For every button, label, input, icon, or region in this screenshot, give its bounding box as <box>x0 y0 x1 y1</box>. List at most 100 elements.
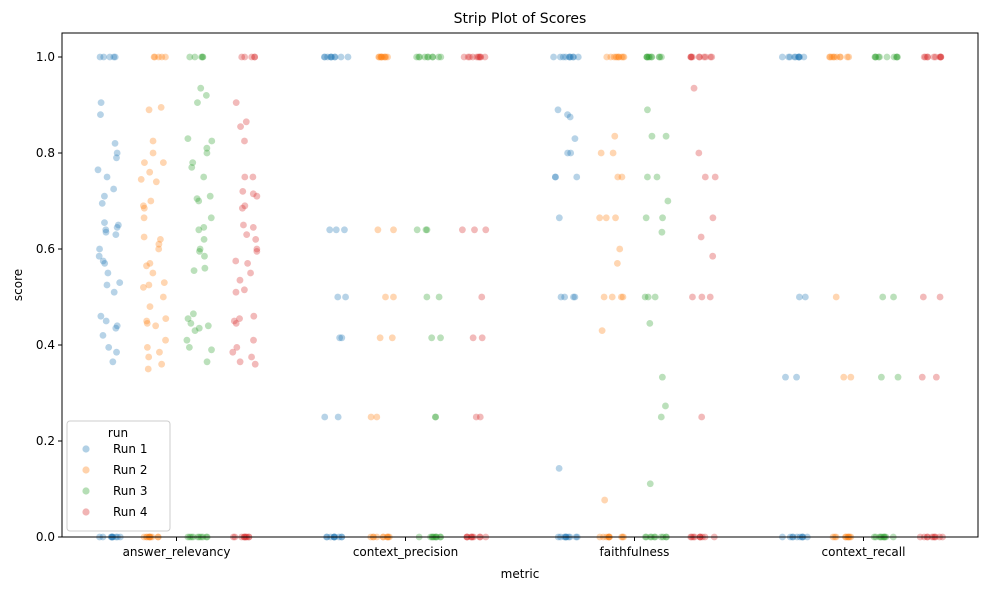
data-point <box>697 233 705 241</box>
data-point <box>199 53 207 61</box>
data-point <box>472 413 480 421</box>
data-point <box>201 252 208 260</box>
data-point <box>140 202 147 210</box>
data-point <box>711 173 719 181</box>
data-point <box>145 106 153 114</box>
data-point <box>646 480 654 488</box>
data-point <box>381 53 389 61</box>
data-point <box>229 348 237 356</box>
data-point <box>116 279 124 286</box>
data-point <box>571 135 579 143</box>
data-point <box>690 84 698 92</box>
data-point <box>617 293 625 301</box>
data-point <box>250 336 257 344</box>
data-point <box>189 159 197 167</box>
data-point <box>709 252 717 260</box>
data-point <box>184 315 192 322</box>
data-point <box>641 293 649 301</box>
data-point <box>102 228 110 236</box>
data-point <box>645 53 653 61</box>
data-point <box>688 53 696 61</box>
data-point <box>145 281 153 289</box>
data-point <box>658 373 666 381</box>
data-point <box>230 317 238 325</box>
data-point <box>559 53 567 61</box>
data-point <box>561 293 569 301</box>
data-point <box>687 53 695 61</box>
data-point <box>203 149 211 157</box>
data-point <box>478 334 486 342</box>
data-point <box>698 293 706 301</box>
data-point <box>104 269 112 277</box>
legend-title: run <box>108 426 128 440</box>
data-point <box>893 53 900 61</box>
data-point <box>195 197 203 205</box>
data-point <box>785 53 793 61</box>
data-point <box>203 144 211 152</box>
data-point <box>424 53 432 61</box>
data-point <box>140 233 148 241</box>
data-point <box>833 53 841 61</box>
data-point <box>187 320 195 327</box>
y-tick-label: 0.0 <box>36 530 55 544</box>
data-point <box>194 99 201 106</box>
data-point <box>388 334 396 342</box>
data-point <box>151 53 159 61</box>
data-point <box>830 53 838 61</box>
data-point <box>193 195 201 203</box>
data-point <box>232 257 240 265</box>
data-point <box>252 236 260 243</box>
data-point <box>374 226 382 234</box>
data-point <box>937 53 945 61</box>
data-point <box>826 53 834 61</box>
data-point <box>248 353 255 361</box>
data-point <box>564 149 572 157</box>
data-point <box>937 53 945 61</box>
data-point <box>106 53 114 61</box>
data-point <box>793 373 800 381</box>
data-point <box>921 53 929 61</box>
data-point <box>195 226 203 234</box>
data-point <box>646 320 654 327</box>
data-point <box>828 53 836 61</box>
plot-area-frame <box>61 32 979 538</box>
data-point <box>327 53 334 61</box>
data-point <box>251 53 258 61</box>
data-point <box>620 53 628 61</box>
x-tick-label: context_precision <box>353 545 458 559</box>
legend-marker <box>82 445 90 453</box>
data-point <box>342 293 349 301</box>
data-point <box>613 260 621 267</box>
data-point <box>97 99 105 106</box>
data-point <box>476 53 484 61</box>
data-point <box>241 202 249 210</box>
data-point <box>432 413 440 421</box>
data-point <box>203 358 211 366</box>
data-point <box>871 53 879 61</box>
data-point <box>140 204 148 212</box>
data-point <box>616 245 624 253</box>
data-point <box>609 149 617 157</box>
data-point <box>94 166 102 174</box>
data-point <box>145 353 153 361</box>
data-point <box>191 327 199 334</box>
data-point <box>113 322 121 330</box>
data-point <box>473 53 481 61</box>
x-axis: answer_relevancy context_precision faithfu… <box>123 537 905 559</box>
data-point <box>481 53 489 61</box>
data-point <box>826 53 833 61</box>
data-point <box>376 334 384 342</box>
data-point <box>113 224 121 231</box>
legend-label: Run 1 <box>113 442 147 456</box>
data-point <box>554 106 562 114</box>
data-point <box>155 245 163 253</box>
data-point <box>600 293 608 301</box>
data-point <box>424 53 431 61</box>
data-point <box>466 53 473 61</box>
data-point <box>657 413 665 421</box>
data-point <box>200 236 208 243</box>
data-point <box>573 173 581 181</box>
data-point <box>574 53 582 61</box>
data-point <box>875 53 882 61</box>
data-point <box>423 293 431 301</box>
